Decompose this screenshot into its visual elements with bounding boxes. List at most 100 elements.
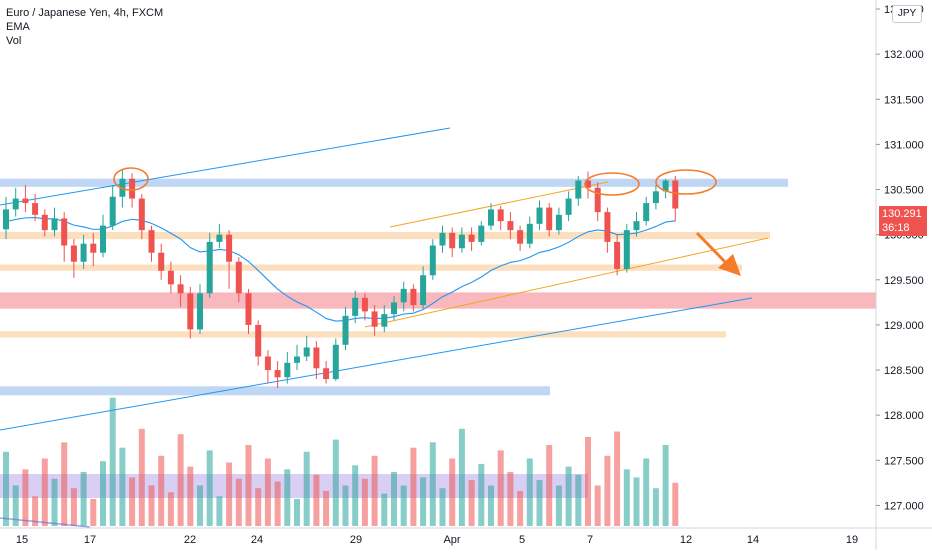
volume-bar xyxy=(439,488,446,526)
volume-bar xyxy=(672,482,679,526)
candle-body xyxy=(371,311,378,327)
volume-bar xyxy=(158,455,165,526)
top-circle-1 xyxy=(113,167,149,191)
currency-badge[interactable]: JPY xyxy=(892,5,922,23)
candle-body xyxy=(255,324,262,357)
candle-body xyxy=(526,223,533,244)
volume-bar xyxy=(264,458,271,526)
volume-bar xyxy=(361,478,368,526)
volume-bar xyxy=(284,469,291,526)
candle xyxy=(22,185,29,213)
volume-bar xyxy=(507,472,514,526)
volume-bar xyxy=(129,477,136,526)
candle-body xyxy=(226,234,233,262)
candle xyxy=(197,284,203,334)
candle-body xyxy=(643,203,650,222)
ema-indicator-label[interactable]: EMA xyxy=(6,21,30,33)
volume-bar xyxy=(187,466,194,526)
candle-body xyxy=(439,232,446,246)
candle xyxy=(313,341,320,380)
volume-bar xyxy=(478,463,485,526)
volume-bar xyxy=(497,450,504,526)
ema-line xyxy=(5,217,676,322)
candle xyxy=(245,288,252,334)
volume-bar xyxy=(216,496,223,526)
candle-body xyxy=(216,234,223,242)
candle xyxy=(497,205,504,231)
candle-body xyxy=(614,241,621,269)
candle xyxy=(294,344,300,371)
x-tick-label: 19 xyxy=(846,534,858,546)
volume-bar xyxy=(313,474,320,526)
volume-bar xyxy=(410,447,417,526)
candle xyxy=(623,223,630,273)
candle xyxy=(352,290,359,324)
candle-body xyxy=(400,288,407,303)
candle xyxy=(410,284,417,312)
volume-bar xyxy=(391,472,397,526)
candle xyxy=(381,305,388,333)
arrow-head xyxy=(718,254,741,276)
x-tick-label: 29 xyxy=(350,534,362,546)
candle xyxy=(226,230,233,289)
candle-body xyxy=(604,212,611,242)
volume-bar xyxy=(585,436,591,526)
volume-bar xyxy=(623,469,630,526)
trendline-layer xyxy=(0,127,769,528)
candle-body xyxy=(517,230,524,244)
red-zone xyxy=(0,292,876,309)
blue-zone-upper xyxy=(0,178,788,187)
candle-body xyxy=(61,218,68,246)
candle-layer xyxy=(3,169,679,389)
symbol-title[interactable]: Euro / Japanese Yen, 4h, FXCM xyxy=(6,7,164,19)
candle-body xyxy=(187,293,194,330)
candle xyxy=(100,214,106,258)
candle xyxy=(478,221,485,246)
x-tick-label: 24 xyxy=(251,534,263,546)
candle xyxy=(187,287,194,339)
candle-body xyxy=(41,214,48,231)
candle xyxy=(284,352,291,384)
candle xyxy=(565,191,572,222)
candle-body xyxy=(468,234,475,242)
arrow-shaft xyxy=(695,231,730,267)
volume-bar xyxy=(332,439,339,526)
candle-body xyxy=(652,191,659,204)
candle xyxy=(61,212,68,262)
y-tick-label: 132.000 xyxy=(884,49,924,61)
volume-bar xyxy=(80,472,87,526)
candle-body xyxy=(138,198,145,231)
orange-zone-1 xyxy=(0,231,770,240)
blue-lower-trendline xyxy=(0,297,753,431)
volume-bar xyxy=(51,478,58,526)
candle xyxy=(420,266,427,309)
candle-body xyxy=(488,209,494,226)
candle-body xyxy=(167,270,174,285)
y-tick-label: 130.500 xyxy=(884,185,924,197)
orange-channel-upper xyxy=(389,181,609,228)
candle xyxy=(148,225,155,262)
last-price-value: 130.291 xyxy=(882,208,922,220)
candle-body xyxy=(294,356,300,363)
candle xyxy=(361,293,368,321)
top-circle-2 xyxy=(584,172,640,196)
volume-bar xyxy=(294,499,300,526)
candle-body xyxy=(80,243,87,262)
candle xyxy=(391,296,397,321)
volume-bar xyxy=(70,488,77,526)
x-tick-label: 22 xyxy=(184,534,196,546)
top-circle-3 xyxy=(655,169,717,195)
volume-bar xyxy=(488,485,494,526)
candle xyxy=(80,234,87,269)
candle-body xyxy=(70,245,77,262)
volume-indicator-label[interactable]: Vol xyxy=(6,35,22,47)
candle xyxy=(342,306,349,351)
candle-body xyxy=(410,288,417,306)
x-tick-label: 15 xyxy=(16,534,28,546)
candle xyxy=(488,203,494,231)
candle xyxy=(177,275,184,307)
candle-body xyxy=(623,230,630,269)
volume-bar xyxy=(138,428,145,526)
